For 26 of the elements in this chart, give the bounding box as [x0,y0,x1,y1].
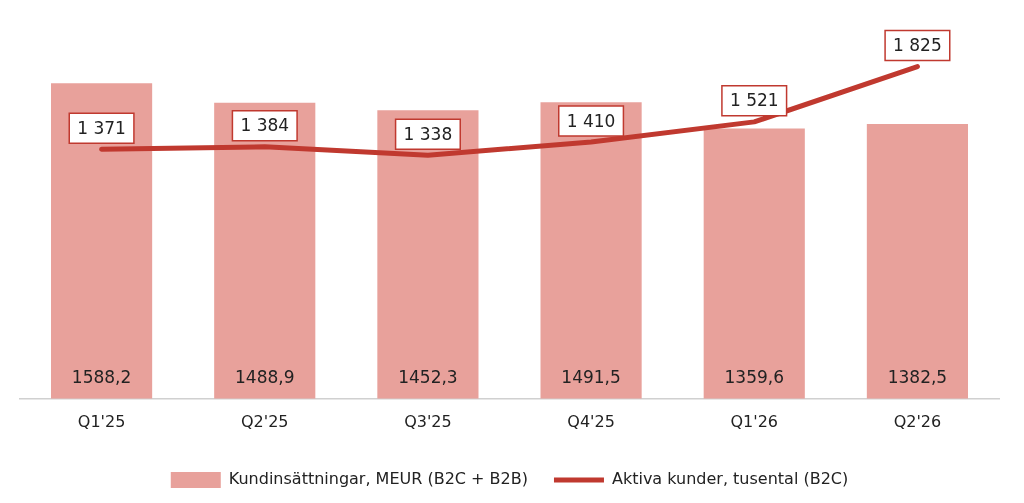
data-label: 1452,3 [398,367,458,388]
data-label: 1 521 [729,90,779,111]
data-label: 1359,6 [724,367,784,388]
data-label: 1 338 [403,123,453,144]
bar [51,83,153,399]
data-label: 1 825 [893,34,942,55]
bar [866,124,968,399]
bar [377,110,479,399]
x-tick-label: Q1'25 [77,411,126,431]
data-label: 1 371 [77,117,126,138]
data-label: 1 384 [240,115,290,136]
x-tick-label: Q2'25 [240,411,289,431]
legend-label: Aktiva kunder, tusental (B2C) [611,469,849,489]
data-label: 1491,5 [561,367,621,388]
data-label: 1 410 [566,110,616,131]
data-label: 1588,2 [71,367,132,388]
x-tick-label: Q2'26 [893,411,942,431]
x-tick-label: Q1'26 [730,411,779,431]
x-tick-label: Q4'25 [567,411,615,431]
bar [703,128,805,399]
data-label: 1382,5 [887,367,948,388]
data-label: 1488,9 [235,367,295,388]
bar [214,102,316,399]
x-tick-label: Q3'25 [404,411,452,431]
bar [540,102,642,399]
legend-label: Kundinsättningar, MEUR (B2C + B2B) [228,469,528,489]
